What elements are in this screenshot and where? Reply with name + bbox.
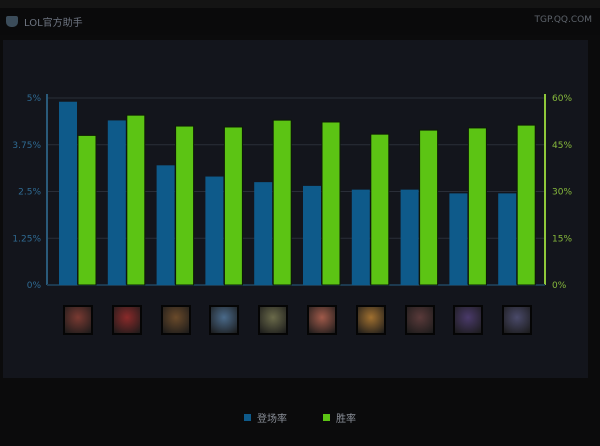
left-tick-label: 3.75% [12,141,41,151]
legend-swatch-pick-rate [244,414,251,421]
legend-label-pick-rate: 登场率 [257,414,287,425]
bar-pick-rate [303,185,321,285]
bar-win-rate [272,119,292,286]
legend-item-pick-rate[interactable]: 登场率 [244,410,287,425]
bar-win-rate [223,126,243,286]
champion-portrait[interactable] [404,305,435,335]
app-title: LOL官方助手 [24,18,83,29]
legend-swatch-win-rate [323,414,330,421]
bar-pick-rate [449,193,468,285]
champion-portrait[interactable] [63,305,93,335]
legend-label-win-rate: 胜率 [336,414,356,425]
window-top-strip [0,0,600,8]
left-tick-label: 0% [27,281,42,291]
legend: 登场率 胜率 [0,410,600,425]
champion-portrait[interactable] [355,305,386,335]
right-tick-label: 0% [552,281,567,291]
bar-pick-rate [107,120,126,285]
bar-win-rate [321,121,341,286]
champion-portrait[interactable] [111,305,142,335]
champion-portrait[interactable] [307,305,337,335]
right-tick-label: 30% [552,188,572,198]
bar-win-rate [175,125,195,286]
champion-portrait[interactable] [502,305,533,335]
bar-win-rate [126,114,146,286]
site-link[interactable]: TGP.QQ.COM [534,15,592,25]
bar-pick-rate [156,165,175,285]
champion-portrait[interactable] [453,305,484,335]
title-bar: LOL官方助手 TGP.QQ.COM [0,8,600,35]
bar-win-rate [516,124,536,286]
shield-logo-icon [6,16,18,27]
right-tick-label: 60% [552,94,572,104]
bar-win-rate [77,134,97,286]
left-tick-label: 1.25% [12,234,41,244]
champion-portrait[interactable] [258,305,289,335]
legend-item-win-rate[interactable]: 胜率 [323,410,356,425]
bar-win-rate [370,133,390,286]
bar-pick-rate [351,189,370,285]
right-tick-label: 15% [552,234,572,244]
bar-win-rate [419,129,439,286]
champion-portrait[interactable] [160,305,191,335]
left-tick-label: 2.5% [18,188,41,198]
chart-panel [3,40,588,378]
right-tick-label: 45% [552,141,572,151]
bar-pick-rate [59,101,77,286]
champion-portrait[interactable] [209,305,240,335]
bar-win-rate [467,127,487,286]
left-tick-label: 5% [27,94,42,104]
bar-pick-rate [400,189,419,285]
bar-pick-rate [254,182,273,285]
bar-pick-rate [498,193,517,285]
bar-pick-rate [205,176,224,285]
